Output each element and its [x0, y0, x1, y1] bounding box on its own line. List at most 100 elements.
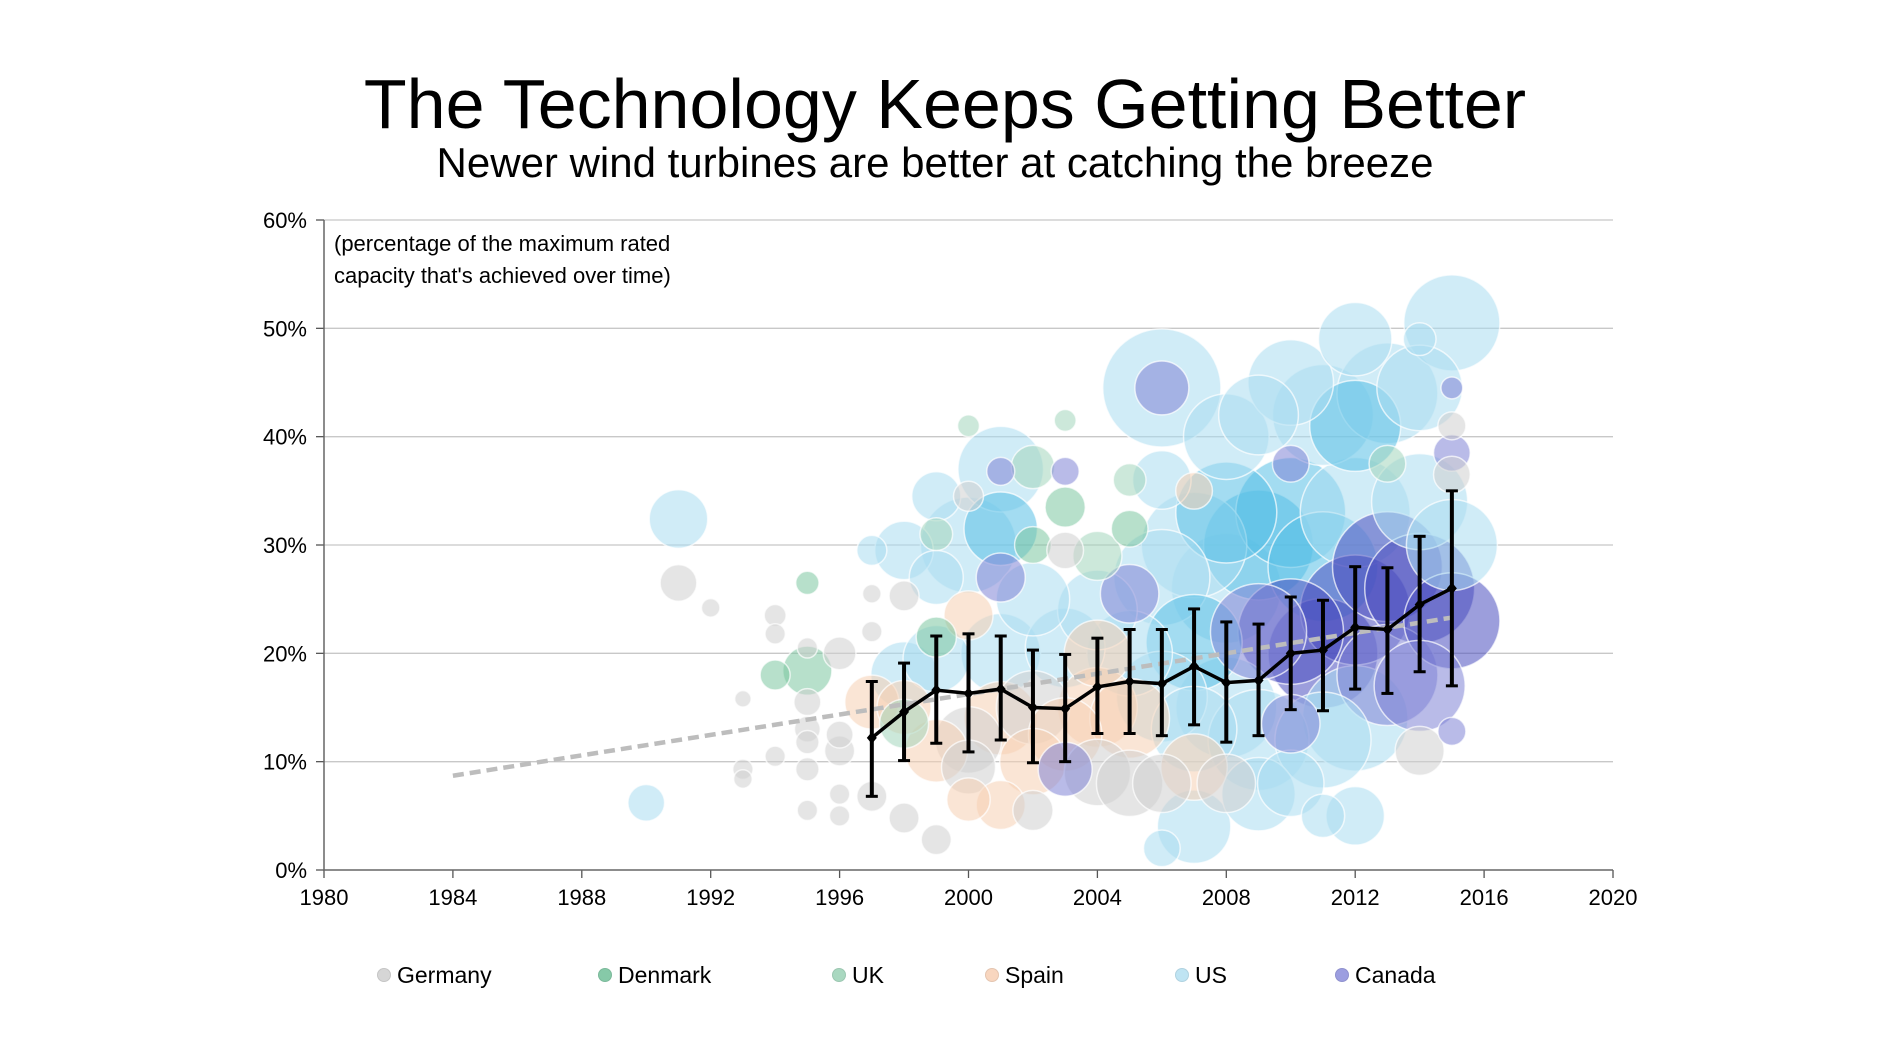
bubble-germany — [1012, 789, 1054, 832]
bubble-germany — [796, 637, 819, 659]
legend-item-spain: Spain — [985, 960, 1064, 990]
bubble-denmark — [794, 570, 820, 596]
legend-marker — [832, 968, 846, 982]
x-tick-labels: 1980 1984 1988 1992 1996 2000 2004 2008 2012 2016… — [300, 885, 1638, 910]
bubble-layer — [627, 274, 1501, 868]
bubble-germany — [1432, 455, 1471, 494]
bubble-uk — [1368, 444, 1407, 483]
legend-label: Spain — [1005, 962, 1064, 988]
x-tick-label: 2020 — [1589, 885, 1638, 910]
bubble-uk — [1112, 462, 1147, 498]
legend-marker — [377, 968, 391, 982]
bubble-germany — [733, 689, 752, 708]
bubble-germany — [1131, 753, 1192, 814]
legend-label: UK — [852, 962, 884, 988]
bubble-germany — [700, 597, 721, 618]
legend-label: Canada — [1355, 962, 1436, 988]
bubble-germany — [1394, 725, 1445, 777]
chart-subtitle: Newer wind turbines are better at catchi… — [436, 139, 1434, 186]
bubble-germany — [822, 636, 857, 671]
x-tick-label: 1980 — [300, 885, 349, 910]
x-tick-label: 1996 — [815, 885, 864, 910]
bubble-uk — [1010, 444, 1056, 490]
average-point — [1285, 647, 1296, 660]
legend-label: Denmark — [618, 962, 712, 988]
average-point — [1317, 644, 1328, 657]
bubble-germany — [1046, 531, 1085, 570]
chart-note: (percentage of the maximum rated capacit… — [334, 228, 754, 292]
average-point — [866, 731, 877, 744]
bubble-germany — [860, 620, 883, 643]
x-tick-label: 2012 — [1331, 885, 1380, 910]
bubble-canada — [1440, 376, 1464, 400]
bubble-uk — [956, 414, 981, 438]
legend-marker — [985, 968, 999, 982]
bubble-germany — [794, 756, 820, 782]
legend-marker — [1175, 968, 1189, 982]
note-line-2: capacity that's achieved over time) — [334, 263, 671, 288]
bubble-uk — [1053, 408, 1077, 433]
bubble-spain — [946, 777, 991, 823]
x-tick-label: 2004 — [1073, 885, 1122, 910]
bubble-canada — [1050, 456, 1080, 487]
legend-item-canada: Canada — [1335, 960, 1436, 990]
average-point — [1446, 582, 1457, 595]
average-point — [1156, 677, 1167, 690]
average-line-layer — [865, 489, 1458, 798]
bubble-germany — [920, 823, 953, 856]
legend-label: Germany — [397, 962, 492, 988]
chart-legend: Germany Denmark UK Spain US Canada — [0, 960, 1890, 1000]
legend-label: US — [1195, 962, 1227, 988]
average-point — [1027, 701, 1038, 714]
bubble-canada — [985, 456, 1016, 487]
bubble-spain — [1174, 471, 1214, 510]
legend-item-germany: Germany — [377, 960, 492, 990]
average-point — [1124, 675, 1135, 688]
bubble-germany — [861, 583, 882, 604]
bubble-us — [1300, 793, 1346, 839]
bubble-germany — [828, 804, 851, 827]
average-point — [1189, 660, 1200, 673]
bubble-canada — [975, 552, 1026, 603]
bubble-us — [1317, 301, 1393, 377]
y-tick-label: 0% — [275, 858, 307, 883]
bubble-us — [627, 783, 666, 822]
x-tick-label: 2016 — [1460, 885, 1509, 910]
bubble-germany — [828, 783, 851, 806]
legend-marker — [1335, 968, 1349, 982]
bubble-germany — [952, 480, 985, 513]
y-tick-label: 10% — [263, 750, 307, 775]
bubble-germany — [732, 768, 753, 790]
bubble-us — [648, 489, 709, 549]
y-tick-label: 50% — [263, 316, 307, 341]
legend-marker — [598, 968, 612, 982]
bubble-germany — [1437, 411, 1467, 441]
average-point — [899, 705, 910, 718]
bubble-denmark — [1110, 509, 1149, 548]
trend-line-layer — [452, 615, 1453, 778]
average-point — [1060, 702, 1071, 715]
chart-title: The Technology Keeps Getting Better — [363, 65, 1527, 143]
bubble-us — [1402, 322, 1437, 357]
bubble-us — [1217, 374, 1300, 456]
bubble-germany — [764, 622, 787, 645]
average-point — [995, 683, 1006, 696]
bubble-germany — [764, 745, 787, 768]
average-point — [1414, 598, 1425, 611]
trend-line — [452, 615, 1453, 778]
y-tick-label: 20% — [263, 641, 307, 666]
bubble-denmark — [1013, 525, 1053, 565]
bubble-denmark — [1044, 486, 1087, 528]
y-tick-labels: 0% 10% 20% 30% 40% 50% 60% — [263, 208, 307, 883]
bubble-denmark — [759, 659, 791, 691]
bubble-canada — [1134, 360, 1190, 416]
legend-item-uk: UK — [832, 960, 884, 990]
average-point — [1253, 674, 1264, 687]
x-tick-label: 2008 — [1202, 885, 1251, 910]
bubble-germany — [888, 580, 920, 612]
x-tick-label: 1992 — [686, 885, 735, 910]
y-tick-label: 60% — [263, 208, 307, 233]
bubble-us — [1142, 829, 1181, 868]
x-tick-label: 1988 — [557, 885, 606, 910]
